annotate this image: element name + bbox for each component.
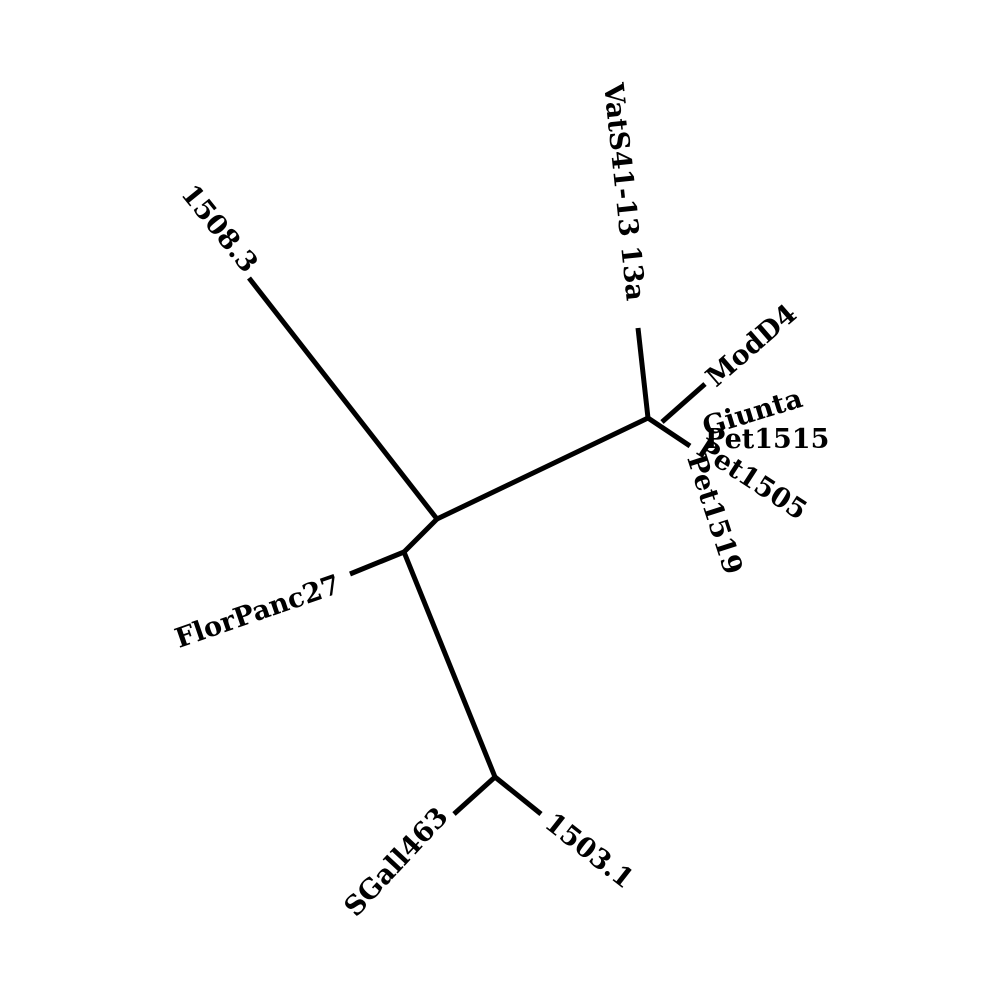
branch-pet-group [646,415,692,449]
tree-branches [247,276,707,816]
leaf-label-florpanc27: FlorPanc27 [171,569,344,654]
branch-1508-3 [247,276,439,521]
branch-vats41-13-13a [635,327,651,419]
branch-center-to-right-node [435,415,650,522]
leaf-label-1508-3: 1508.3 [175,179,264,279]
branch-center-to-left-node [402,517,439,554]
branch-modd4 [660,382,707,424]
branch-1503-1 [493,775,543,816]
leaf-labels: VatS41-13 13a ModD4 Giunta Pet1515 Pet15… [171,80,829,922]
leaf-label-vats41-13-13a: VatS41-13 13a [597,80,651,302]
branch-sgall463 [452,775,497,816]
leaf-label-1503-1: 1503.1 [539,807,640,895]
leaf-label-pet1515: Pet1515 [705,424,829,455]
leaf-label-modd4: ModD4 [700,298,803,393]
branch-left-node-to-bottom-node [401,551,498,778]
leaf-label-sgall463: SGall463 [338,801,454,922]
branch-florpanc27 [349,549,405,577]
